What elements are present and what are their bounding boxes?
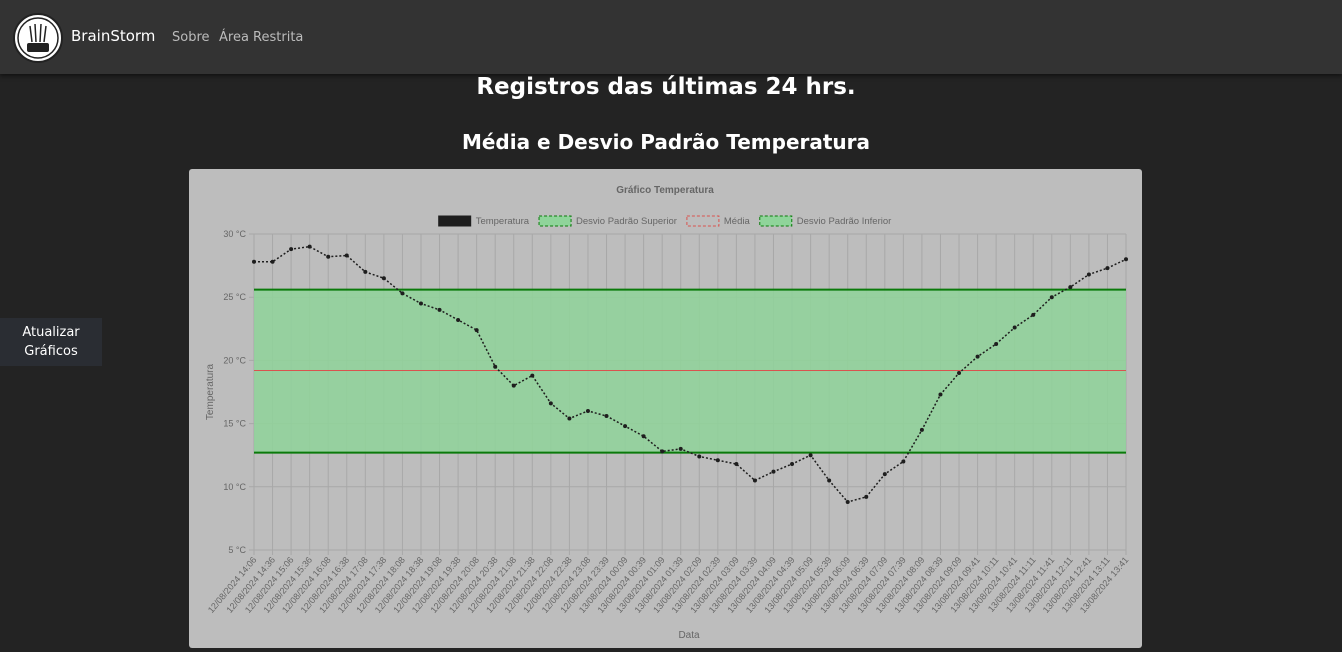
temperature-point bbox=[456, 317, 461, 322]
y-tick-label: 5 °C bbox=[228, 545, 246, 555]
temperature-point bbox=[697, 454, 702, 459]
temperature-point bbox=[1012, 325, 1017, 330]
temperature-point bbox=[270, 259, 275, 264]
temperature-point bbox=[975, 354, 980, 359]
legend-swatch bbox=[759, 215, 793, 227]
temperature-point bbox=[938, 392, 943, 397]
navbar: BrainStorm Sobre Área Restrita bbox=[0, 0, 1342, 74]
temperature-line bbox=[254, 245, 1127, 503]
temperature-point bbox=[715, 458, 720, 463]
temperature-point bbox=[790, 462, 795, 467]
nav-link[interactable]: Sobre bbox=[172, 30, 210, 45]
temperature-point bbox=[567, 416, 572, 421]
y-axis-label: Temperatura bbox=[205, 363, 216, 420]
section-heading: Média e Desvio Padrão Temperatura bbox=[461, 130, 871, 154]
temperature-point bbox=[585, 408, 590, 413]
temperature-point bbox=[437, 307, 442, 312]
chart-card: Gráfico Temperatura Data Temperatura 5 °… bbox=[189, 169, 1142, 648]
y-tick-label: 25 °C bbox=[223, 292, 246, 302]
chart-title: Gráfico Temperatura bbox=[616, 185, 714, 196]
temperature-point bbox=[808, 453, 813, 458]
legend-swatch bbox=[538, 215, 572, 227]
temperature-point bbox=[1068, 285, 1073, 290]
temperature-point bbox=[957, 371, 962, 376]
temperature-point bbox=[511, 383, 516, 388]
x-axis-label: Data bbox=[678, 630, 700, 641]
temperature-point bbox=[919, 427, 924, 432]
temperature-point bbox=[827, 478, 832, 483]
temperature-point bbox=[381, 276, 386, 281]
temperature-point bbox=[901, 459, 906, 464]
temperature-point bbox=[845, 499, 850, 504]
refresh-button[interactable]: Atualizar Gráficos bbox=[0, 318, 102, 366]
temperature-point bbox=[752, 478, 757, 483]
temperature-point bbox=[882, 472, 887, 477]
legend: Temperatura Desvio Padrão Superior Média De… bbox=[438, 215, 892, 227]
temperature-point bbox=[771, 469, 776, 474]
logo[interactable] bbox=[12, 12, 64, 64]
temperature-point bbox=[418, 301, 423, 306]
temperature-point bbox=[307, 244, 312, 249]
temperature-point bbox=[1105, 266, 1110, 271]
legend-label: Média bbox=[724, 216, 751, 227]
nav-link[interactable]: Área Restrita bbox=[219, 30, 304, 45]
page-heading: Registros das últimas 24 hrs. bbox=[476, 74, 856, 100]
temperature-point bbox=[623, 424, 628, 429]
temperature-point bbox=[363, 269, 368, 274]
temperature-point bbox=[1124, 257, 1128, 262]
y-tick-label: 10 °C bbox=[223, 482, 246, 492]
temperature-point bbox=[289, 247, 294, 252]
temperature-point bbox=[734, 462, 739, 467]
temperature-point bbox=[604, 414, 609, 419]
temperature-point bbox=[252, 259, 256, 264]
y-tick-label: 20 °C bbox=[223, 355, 246, 365]
y-tick-label: 30 °C bbox=[223, 229, 246, 239]
legend-label: Temperatura bbox=[476, 216, 530, 227]
y-tick-label: 15 °C bbox=[223, 419, 246, 429]
temperature-point bbox=[400, 291, 405, 296]
temperature-point bbox=[1049, 295, 1054, 300]
temperature-point bbox=[326, 254, 331, 259]
temperature-point bbox=[994, 341, 999, 346]
temperature-point bbox=[344, 253, 349, 258]
temperature-point bbox=[474, 328, 479, 333]
legend-label: Desvio Padrão Inferior bbox=[797, 216, 892, 227]
brand[interactable]: BrainStorm bbox=[71, 27, 156, 45]
temperature-point bbox=[1086, 272, 1091, 277]
temperature-point bbox=[548, 401, 553, 406]
temperature-point bbox=[864, 494, 869, 499]
temperature-point bbox=[1031, 312, 1036, 317]
legend-label: Desvio Padrão Superior bbox=[576, 216, 677, 227]
std-band bbox=[254, 289, 1126, 453]
temperature-point bbox=[678, 446, 683, 451]
temperature-point bbox=[641, 434, 646, 439]
chart: Gráfico Temperatura Data Temperatura 5 °… bbox=[205, 185, 1131, 641]
temperature-point bbox=[530, 373, 535, 378]
legend-swatch bbox=[686, 215, 720, 227]
temperature-point bbox=[660, 449, 665, 454]
temperature-point bbox=[493, 364, 498, 369]
legend-swatch bbox=[438, 215, 472, 227]
